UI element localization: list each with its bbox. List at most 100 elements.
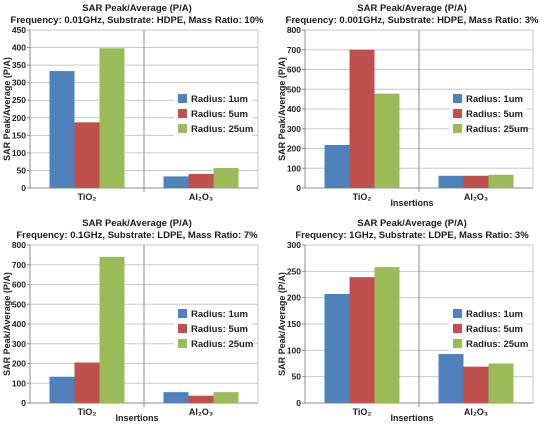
y-tick-label: 150 (287, 319, 301, 329)
y-tick-label: 100 (287, 345, 301, 355)
legend-label: Radius: 5um (466, 324, 523, 335)
chart-svg: SAR Peak/Average (P/A)Frequency: 0.001GH… (277, 3, 539, 208)
y-axis-label: SAR Peak/Average (P/A) (277, 57, 287, 161)
chart-svg: SAR Peak/Average (P/A)Frequency: 0.1GHz,… (2, 218, 259, 423)
y-tick-label: 300 (287, 240, 301, 250)
legend-label: Radius: 5um (191, 324, 248, 335)
y-tick-label: 50 (17, 165, 27, 175)
y-tick-label: 300 (287, 124, 301, 134)
bar (374, 267, 400, 403)
y-tick-label: 300 (12, 78, 26, 88)
legend-swatch (453, 124, 462, 133)
chart-svg: SAR Peak/Average (P/A) Frequency: 0.01GHz… (2, 3, 264, 202)
y-tick-label: 350 (12, 60, 26, 70)
legend-label: Radius: 1um (191, 309, 248, 320)
chart-panel-2: SAR Peak/Average (P/A) Frequency: 0.001GH… (275, 0, 550, 215)
y-tick-label: 100 (12, 378, 26, 388)
legend-label: Radius: 1um (191, 94, 248, 105)
chart-subtitle: Frequency: 0.1GHz, Substrate: LDPE, Mass… (16, 230, 258, 241)
bar (463, 366, 489, 403)
bar (349, 277, 375, 403)
y-axis-label: SAR Peak/Average (P/A) (2, 272, 12, 376)
y-tick-label: 700 (12, 260, 26, 270)
bar (188, 395, 214, 403)
bar (438, 354, 464, 403)
y-tick-label: 800 (12, 240, 26, 250)
legend-label: Radius: 5um (466, 109, 523, 120)
bar (488, 363, 514, 403)
x-tick-label: Al₂O₃ (464, 407, 488, 417)
y-tick-label: 800 (287, 25, 301, 35)
chart-svg: SAR Peak/Average (P/A)Frequency: 1GHz, S… (277, 218, 534, 423)
legend-label: Radius: 1um (466, 309, 523, 320)
bar (99, 256, 125, 403)
y-axis-label: SAR Peak/Average (P/A) (277, 272, 287, 376)
y-tick-label: 200 (287, 144, 301, 154)
bar (463, 175, 489, 188)
x-axis-label: Insertions (115, 413, 158, 423)
x-tick-label: TiO₂ (353, 192, 372, 202)
legend-label: Radius: 25um (191, 124, 253, 135)
bar (163, 176, 189, 188)
legend-swatch (453, 324, 462, 333)
x-tick-label: TiO₂ (353, 407, 372, 417)
bar (74, 122, 100, 188)
legend-swatch (453, 339, 462, 348)
y-tick-label: 400 (12, 319, 26, 329)
bar (438, 175, 464, 188)
chart-panel-1: SAR Peak/Average (P/A) Frequency: 0.01GHz… (0, 0, 275, 215)
x-tick-label: Al₂O₃ (464, 192, 488, 202)
y-tick-label: 600 (12, 280, 26, 290)
y-tick-label: 50 (292, 372, 302, 382)
chart-subtitle: Frequency: 1GHz, Substrate: LDPE, Mass R… (295, 230, 529, 241)
y-axis-label: SAR Peak/Average (P/A) (2, 57, 12, 161)
y-tick-label: 600 (287, 65, 301, 75)
x-tick-label: Al₂O₃ (189, 407, 213, 417)
y-tick-label: 250 (12, 95, 26, 105)
y-tick-label: 700 (287, 45, 301, 55)
x-axis-label: Insertions (390, 413, 433, 423)
y-tick-label: 200 (12, 113, 26, 123)
y-tick-label: 450 (12, 25, 26, 35)
bar (213, 167, 239, 188)
y-tick-label: 300 (12, 339, 26, 349)
y-tick-label: 0 (296, 183, 301, 193)
y-tick-label: 400 (287, 104, 301, 114)
y-tick-label: 0 (21, 183, 26, 193)
bar (213, 392, 239, 403)
x-axis-label: Insertions (390, 198, 433, 208)
chart-panel-3: SAR Peak/Average (P/A) Frequency: 0.1GHz,… (0, 215, 275, 430)
legend-swatch (178, 309, 187, 318)
y-tick-label: 500 (287, 84, 301, 94)
legend-label: Radius: 1um (466, 94, 523, 105)
y-tick-label: 200 (12, 359, 26, 369)
chart-title: SAR Peak/Average (P/A) (357, 218, 466, 229)
legend-label: Radius: 25um (191, 339, 253, 350)
legend-swatch (178, 324, 187, 333)
legend-swatch (178, 339, 187, 348)
chart-title: SAR Peak/Average (P/A) (357, 3, 466, 14)
y-tick-label: 0 (296, 398, 301, 408)
bar (324, 144, 350, 188)
bar (349, 49, 375, 188)
bar (163, 392, 189, 403)
legend-swatch (453, 309, 462, 318)
legend-label: Radius: 5um (191, 109, 248, 120)
y-tick-label: 400 (12, 43, 26, 53)
bar (49, 71, 75, 188)
chart-subtitle: Frequency: 0.01GHz, Substrate: HDPE, Mas… (11, 15, 264, 26)
y-tick-label: 150 (12, 130, 26, 140)
y-tick-label: 250 (287, 266, 301, 276)
legend-label: Radius: 25um (466, 339, 528, 350)
y-tick-label: 0 (21, 398, 26, 408)
bar (188, 173, 214, 188)
chart-subtitle: Frequency: 0.001GHz, Substrate: HDPE, Ma… (286, 15, 539, 26)
chart-title: SAR Peak/Average (P/A) (82, 218, 191, 229)
y-tick-label: 200 (287, 293, 301, 303)
legend-swatch (178, 124, 187, 133)
legend-swatch (453, 94, 462, 103)
legend-swatch (453, 109, 462, 118)
bar (49, 376, 75, 403)
legend-swatch (178, 94, 187, 103)
x-tick-label: TiO₂ (78, 192, 97, 202)
